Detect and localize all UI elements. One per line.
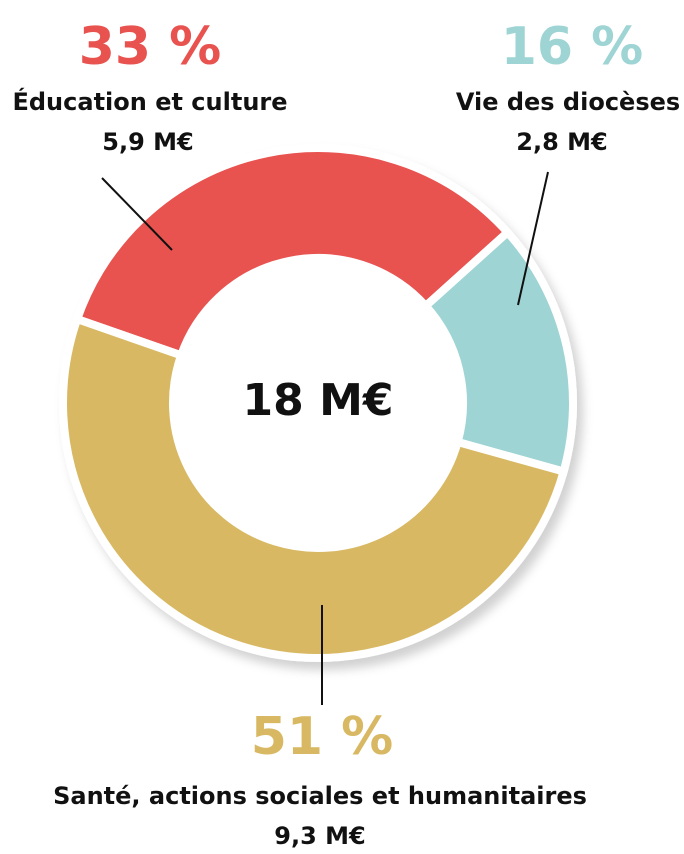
donut: [59, 144, 577, 662]
amount-label: 9,3 M€: [274, 822, 365, 850]
category-label: Santé, actions sociales et humanitaires: [53, 782, 587, 810]
value-label: 16 %: [501, 17, 644, 77]
leader-line: [517, 171, 549, 306]
category-label: Éducation et culture: [12, 87, 287, 116]
donut-hole: [173, 258, 463, 548]
center-label: 18 M€: [243, 375, 394, 426]
leader-line: [101, 177, 173, 251]
value-label: 33 %: [79, 17, 222, 77]
value-label: 51 %: [251, 707, 394, 767]
labels: 33 % Éducation et culture 5,9 M€ 16 % Vie de…: [12, 17, 680, 850]
category-label: Vie des diocèses: [456, 88, 680, 116]
amount-label: 2,8 M€: [516, 128, 607, 156]
amount-label: 5,9 M€: [102, 128, 193, 156]
